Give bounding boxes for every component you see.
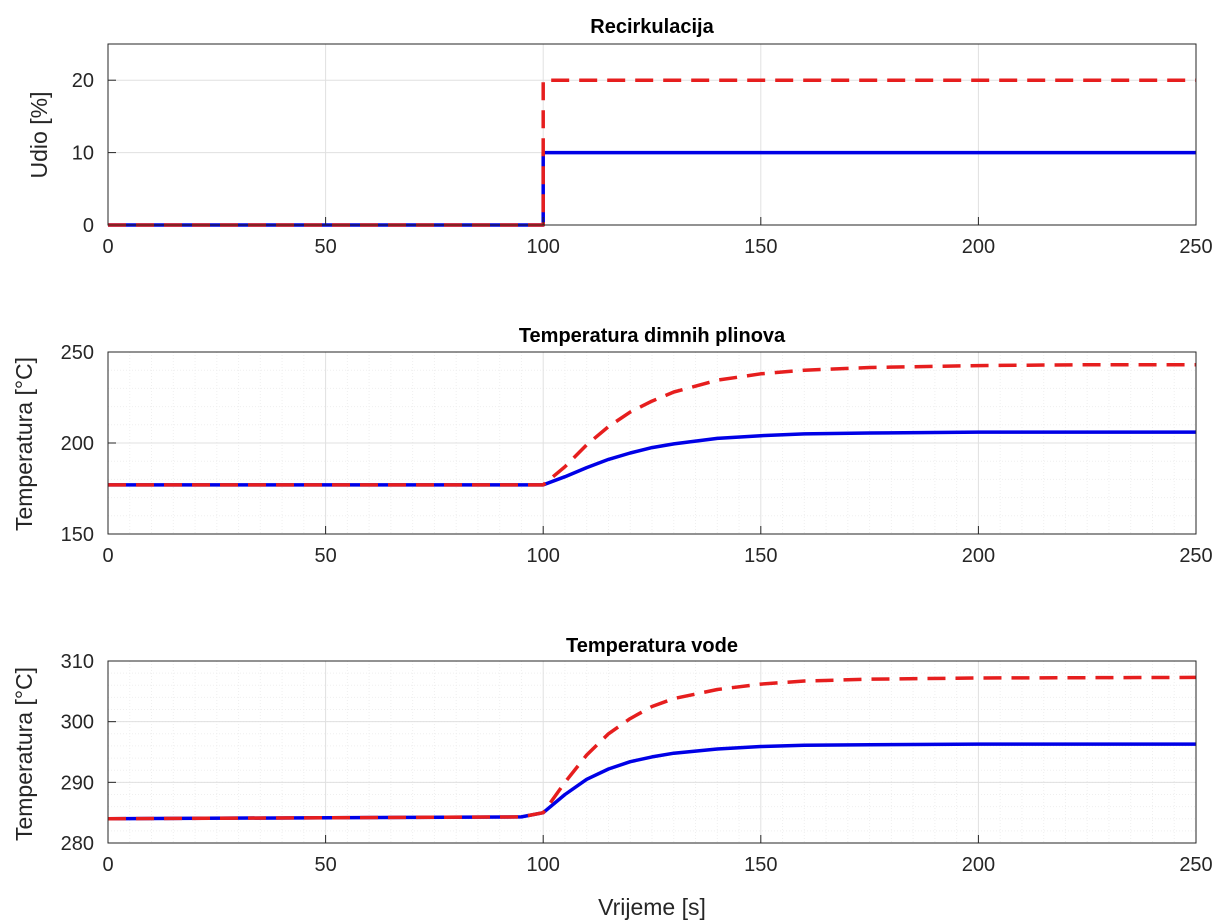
subplot-temperatura-dimnih-plinova: Temperatura dimnih plinova Temperatura [… bbox=[11, 325, 1213, 567]
plot-background bbox=[108, 44, 1196, 225]
y-tick-label: 300 bbox=[61, 712, 94, 734]
y-tick-label: 200 bbox=[61, 433, 94, 455]
x-tick-label: 150 bbox=[744, 545, 777, 567]
y-axis-label: Udio [%] bbox=[26, 92, 52, 179]
x-tick-label: 100 bbox=[527, 236, 560, 258]
x-tick-label: 150 bbox=[744, 854, 777, 876]
x-tick-label: 250 bbox=[1179, 854, 1212, 876]
series-line-solid bbox=[107, 742, 1196, 821]
y-tick-label: 0 bbox=[83, 215, 94, 237]
x-axis-label: Vrijeme [s] bbox=[598, 894, 706, 920]
y-tick-label: 250 bbox=[61, 342, 94, 364]
x-tick-label: 150 bbox=[744, 236, 777, 258]
subplot-title: Temperatura dimnih plinova bbox=[519, 325, 786, 347]
y-tick-label: 280 bbox=[61, 833, 94, 855]
axes-frame bbox=[107, 43, 1197, 226]
x-tick-label: 200 bbox=[962, 854, 995, 876]
x-tick-label: 0 bbox=[102, 545, 113, 567]
y-tick-label: 10 bbox=[72, 143, 94, 165]
x-tick-label: 200 bbox=[962, 236, 995, 258]
series-line-solid bbox=[108, 430, 1196, 487]
series-line-dashed bbox=[108, 78, 1196, 227]
x-tick-label: 50 bbox=[314, 545, 336, 567]
plot-area: 0 50 100 150 200 250 150 200 250 bbox=[61, 342, 1213, 567]
x-tick-label: 100 bbox=[527, 545, 560, 567]
x-tick-label: 200 bbox=[962, 545, 995, 567]
x-tick-label: 250 bbox=[1179, 236, 1212, 258]
y-axis-label: Temperatura [°C] bbox=[11, 667, 37, 841]
plot-area: 0 50 100 150 200 250 280 290 300 310 bbox=[61, 651, 1213, 876]
y-tick-label: 290 bbox=[61, 772, 94, 794]
subplot-recirkulacija: Recirkulacija Udio [%] 0 50 100 150 200 250 0 1… bbox=[26, 16, 1213, 258]
series-line-dashed bbox=[108, 362, 1196, 487]
x-tick-label: 100 bbox=[527, 854, 560, 876]
x-tick-label: 0 bbox=[102, 854, 113, 876]
x-tick-label: 50 bbox=[314, 854, 336, 876]
plot-area: 0 50 100 150 200 250 0 10 20 bbox=[72, 43, 1213, 258]
y-tick-label: 310 bbox=[61, 651, 94, 673]
y-tick-label: 20 bbox=[72, 70, 94, 92]
subplot-temperatura-vode: Temperatura vode Temperatura [°C] 0 50 100… bbox=[11, 635, 1213, 876]
x-tick-label: 250 bbox=[1179, 545, 1212, 567]
x-tick-label: 50 bbox=[314, 236, 336, 258]
x-tick-label: 0 bbox=[102, 236, 113, 258]
series-line-dashed bbox=[107, 675, 1197, 821]
axes-frame bbox=[107, 660, 1197, 844]
y-axis-label: Temperatura [°C] bbox=[11, 357, 37, 531]
subplot-title: Recirkulacija bbox=[590, 16, 714, 38]
y-tick-label: 150 bbox=[61, 524, 94, 546]
subplot-title: Temperatura vode bbox=[566, 635, 738, 657]
